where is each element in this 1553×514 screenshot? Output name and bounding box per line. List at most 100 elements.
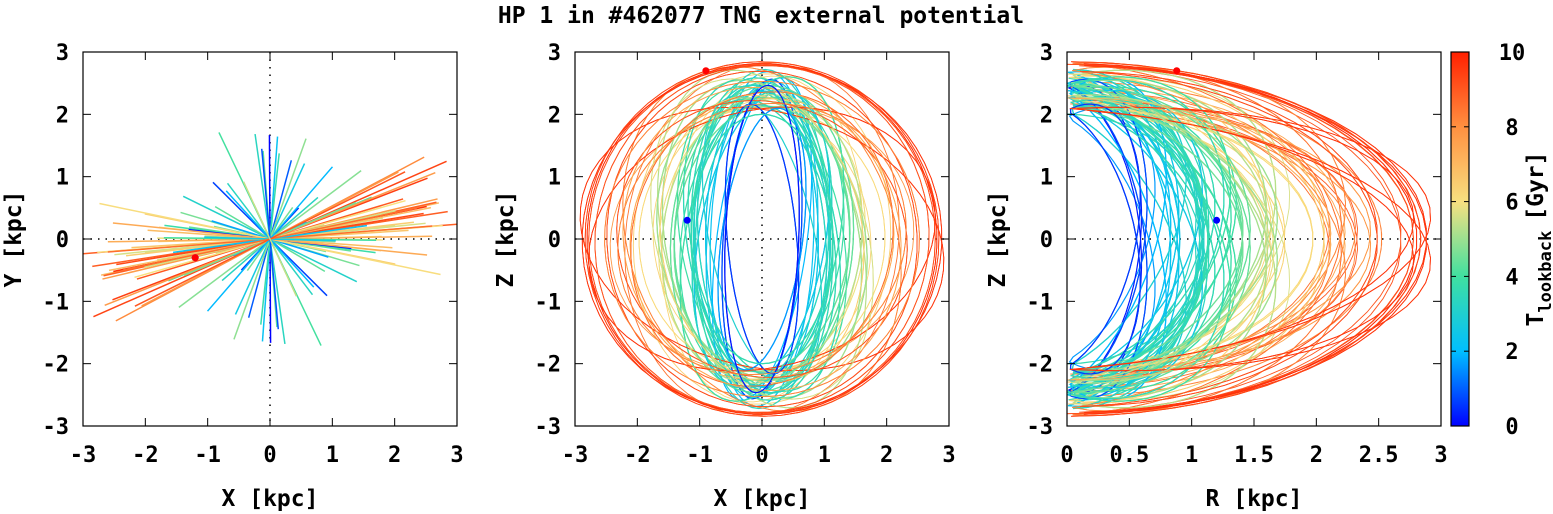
y-tick-label: 3 <box>1040 41 1053 66</box>
x-tick-label: 0 <box>263 443 276 468</box>
orbit-trace <box>673 96 851 382</box>
x-tick-label: 3 <box>1434 443 1447 468</box>
orbit-trace <box>588 106 936 372</box>
orbit-trace <box>584 61 940 417</box>
orbit-trace <box>242 181 298 297</box>
y-tick-label: 2 <box>1040 103 1053 128</box>
y-tick-label: -3 <box>43 415 70 440</box>
orbit-trace <box>630 91 894 387</box>
x-tick-label: -3 <box>70 443 97 468</box>
colorbar-label-main: T <box>1523 313 1549 327</box>
x-tick-label: 2 <box>880 443 893 468</box>
x-tick-label: 1 <box>1185 443 1198 468</box>
orbit-trace <box>724 84 800 394</box>
orbit-trace <box>638 105 886 373</box>
colorbar-label-unit: [Gyr] <box>1523 152 1549 221</box>
orbit-trace <box>1083 63 1418 415</box>
orbit-trace <box>659 94 865 384</box>
x-tick-label: 2 <box>388 443 401 468</box>
y-axis-label: Z [kpc] <box>493 191 519 288</box>
x-tick-label: 3 <box>450 443 463 468</box>
colorbar-label: Tlookback [Gyr] <box>1523 152 1553 327</box>
orbit-trace <box>1077 80 1383 398</box>
y-tick-label: 0 <box>1040 228 1053 253</box>
x-tick-label: -2 <box>132 443 159 468</box>
x-tick-label: 1 <box>326 443 339 468</box>
x-tick-label: -3 <box>562 443 589 468</box>
y-tick-label: 2 <box>56 103 69 128</box>
panel-x-z: -3 -2 -1 0 1 2 3 -3 -2 -1 0 1 2 3 X [kpc] Z [kpc] <box>493 41 956 512</box>
orbit-trace <box>690 113 834 365</box>
panel-r-z: 0 0.5 1 1.5 2 2.5 3 -3 -2 -1 0 1 2 3 R [kpc] Z [kpc] <box>985 41 1448 512</box>
y-tick-label: -3 <box>1027 415 1054 440</box>
orbit-trace <box>594 65 930 413</box>
orbit-trace <box>717 107 807 371</box>
orbit-trace <box>579 106 945 372</box>
orbit-trace <box>661 94 863 384</box>
orbit-trace <box>632 73 892 405</box>
x-tick-label: 1 <box>818 443 831 468</box>
orbit-trace <box>690 81 833 397</box>
y-tick-label: -1 <box>43 290 70 315</box>
figure-title: HP 1 in #462077 TNG external potential <box>498 3 1024 29</box>
orbit-trace <box>1071 79 1267 399</box>
orbit-traces <box>1067 61 1431 417</box>
orbit-trace <box>604 80 920 398</box>
orbit-trace <box>638 105 886 373</box>
orbit-trace <box>709 71 815 407</box>
orbit-trace <box>650 78 874 400</box>
x-tick-label: 3 <box>942 443 955 468</box>
y-tick-label: 2 <box>548 103 561 128</box>
y-axis-label: Z [kpc] <box>985 191 1011 288</box>
colorbar-label-sub: lookback <box>1536 231 1553 313</box>
x-tick-label: -1 <box>686 443 713 468</box>
y-tick-label: -1 <box>1027 290 1054 315</box>
x-tick-label: 0 <box>1060 443 1073 468</box>
x-tick-label: -1 <box>194 443 221 468</box>
y-tick-label: 1 <box>56 166 69 191</box>
orbit-traces <box>579 61 945 417</box>
orbit-trace <box>1079 70 1378 408</box>
y-tick-label: 3 <box>56 41 69 66</box>
panel-x-y: -3 -2 -1 0 1 2 3 -3 -2 -1 0 1 2 3 X [kpc] Y [kpc] <box>1 41 464 512</box>
start-marker <box>683 216 691 224</box>
orbit-trace <box>622 87 902 391</box>
colorbar-tick-label: 4 <box>1505 265 1518 290</box>
x-tick-label: 2.5 <box>1359 443 1399 468</box>
x-axis-label: X [kpc] <box>222 486 319 512</box>
orbit-trace <box>1072 66 1346 412</box>
colorbar-gradient <box>1450 51 1470 427</box>
end-marker <box>702 67 710 75</box>
orbit-trace <box>1069 103 1141 375</box>
x-axis-label: X [kpc] <box>714 486 811 512</box>
orbit-trace <box>629 97 895 381</box>
x-tick-label: 0 <box>755 443 768 468</box>
panels: -3 -2 -1 0 1 2 3 -3 -2 -1 0 1 2 3 X [kpc] Y [kpc] -3 -2 -1… <box>1 41 1448 512</box>
end-marker <box>191 254 199 262</box>
colorbar-tick-label: 0 <box>1505 415 1518 440</box>
x-axis-label: R [kpc] <box>1206 486 1303 512</box>
orbit-trace <box>604 80 920 398</box>
x-tick-label: 0.5 <box>1109 443 1149 468</box>
colorbar-tick-label: 2 <box>1505 340 1518 365</box>
orbit-trace <box>606 70 918 408</box>
y-tick-label: 0 <box>56 228 69 253</box>
orbit-trace <box>1072 69 1277 409</box>
y-tick-label: -2 <box>1027 353 1054 378</box>
orbit-trace <box>1072 69 1277 409</box>
orbit-trace <box>1071 94 1269 384</box>
orbit-trace <box>586 63 938 415</box>
x-tick-label: -2 <box>624 443 651 468</box>
x-tick-label: 2 <box>1310 443 1323 468</box>
orbit-trace <box>586 63 938 415</box>
y-tick-label: -3 <box>535 415 562 440</box>
colorbar-tick-label: 8 <box>1505 116 1518 141</box>
orbit-trace <box>1077 106 1431 372</box>
y-tick-label: 3 <box>548 41 561 66</box>
y-tick-label: 1 <box>548 166 561 191</box>
y-tick-label: 1 <box>1040 166 1053 191</box>
orbit-trace <box>661 79 863 399</box>
start-marker <box>1213 216 1221 224</box>
end-marker <box>1173 67 1181 75</box>
